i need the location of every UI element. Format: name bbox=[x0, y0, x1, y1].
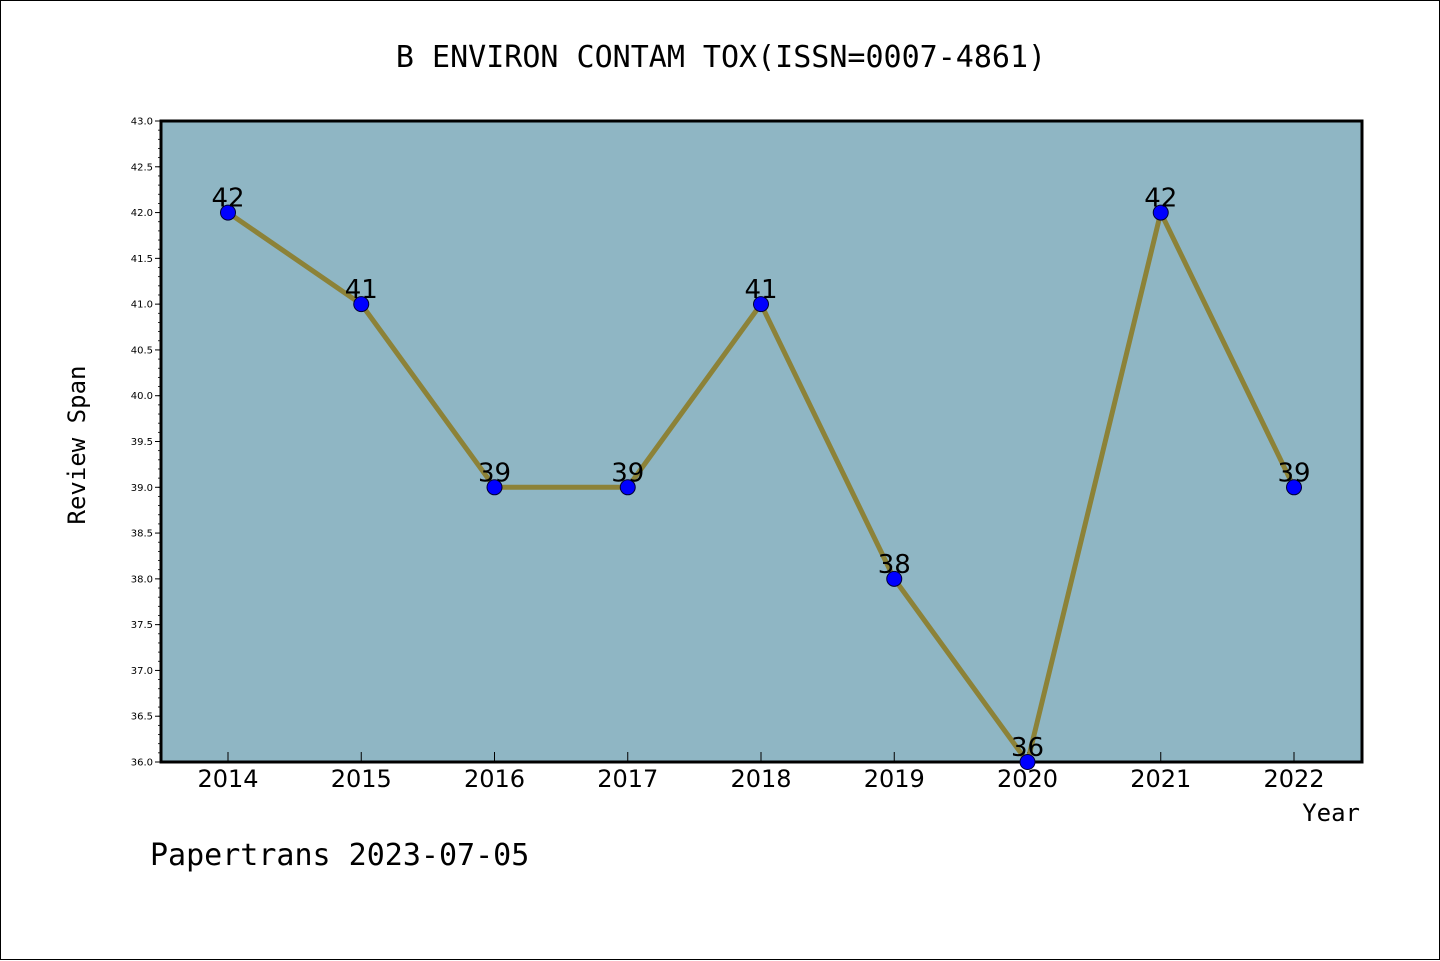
x-tick-label: 2021 bbox=[1130, 765, 1191, 793]
data-label: 39 bbox=[1277, 458, 1310, 488]
y-axis-label: Review Span bbox=[63, 366, 91, 525]
data-point bbox=[886, 570, 903, 587]
y-tick-label: 36.5 bbox=[131, 712, 153, 723]
y-tick-label: 36.0 bbox=[131, 758, 153, 769]
data-point bbox=[353, 296, 370, 313]
x-tick-label: 2019 bbox=[864, 765, 925, 793]
y-tick-label: 40.5 bbox=[131, 345, 153, 356]
data-label: 41 bbox=[744, 275, 777, 305]
x-tick-label: 2017 bbox=[597, 765, 658, 793]
y-tick-label: 39.5 bbox=[131, 437, 153, 448]
footer-watermark-text: Papertrans 2023-07-05 bbox=[150, 838, 529, 873]
y-tick-label: 41.0 bbox=[131, 300, 153, 311]
data-label: 38 bbox=[878, 550, 911, 580]
data-point bbox=[619, 479, 636, 496]
x-tick-label: 2022 bbox=[1263, 765, 1324, 793]
data-point bbox=[1019, 754, 1036, 770]
data-point bbox=[753, 296, 769, 313]
x-tick-label: 2018 bbox=[730, 765, 791, 793]
data-label: 42 bbox=[1144, 184, 1177, 214]
data-label: 39 bbox=[478, 458, 511, 488]
x-tick-label: 2016 bbox=[464, 765, 525, 793]
data-point bbox=[1152, 204, 1169, 221]
y-axis-ticks: 36.0 36.5 37.0 37.5 38.0 38.5 39.0 39.5 40.0 40.5… bbox=[131, 117, 161, 769]
y-tick-label: 38.0 bbox=[131, 574, 153, 585]
data-label: 42 bbox=[211, 184, 244, 214]
y-tick-label: 38.5 bbox=[131, 529, 153, 540]
data-label: 39 bbox=[611, 458, 644, 488]
y-tick-label: 39.0 bbox=[131, 483, 153, 494]
y-tick-label: 41.5 bbox=[131, 254, 153, 265]
data-point bbox=[486, 479, 503, 496]
data-label: 36 bbox=[1011, 733, 1044, 763]
y-tick-label: 42.5 bbox=[131, 162, 153, 173]
chart-title: B ENVIRON CONTAM TOX(ISSN=0007-4861) bbox=[396, 40, 1046, 75]
data-point bbox=[220, 204, 236, 221]
y-tick-label: 37.0 bbox=[131, 666, 153, 677]
x-tick-label: 2015 bbox=[331, 765, 392, 793]
y-tick-label: 37.5 bbox=[131, 620, 153, 631]
data-labels: 42 41 39 39 41 38 36 42 39 bbox=[211, 184, 1310, 763]
plot-area bbox=[159, 119, 1364, 764]
y-tick-label: 40.0 bbox=[131, 391, 153, 402]
data-label: 41 bbox=[345, 275, 378, 305]
data-point bbox=[1286, 479, 1302, 496]
x-tick-label: 2014 bbox=[197, 765, 258, 793]
y-tick-label: 42.0 bbox=[131, 208, 153, 219]
x-axis-ticks: 2014 2015 2016 2017 2018 2019 2020 2021 2022 bbox=[197, 752, 1325, 793]
x-axis-label: Year bbox=[1302, 799, 1360, 827]
y-tick-label: 43.0 bbox=[131, 117, 153, 128]
data-markers bbox=[220, 204, 1302, 770]
